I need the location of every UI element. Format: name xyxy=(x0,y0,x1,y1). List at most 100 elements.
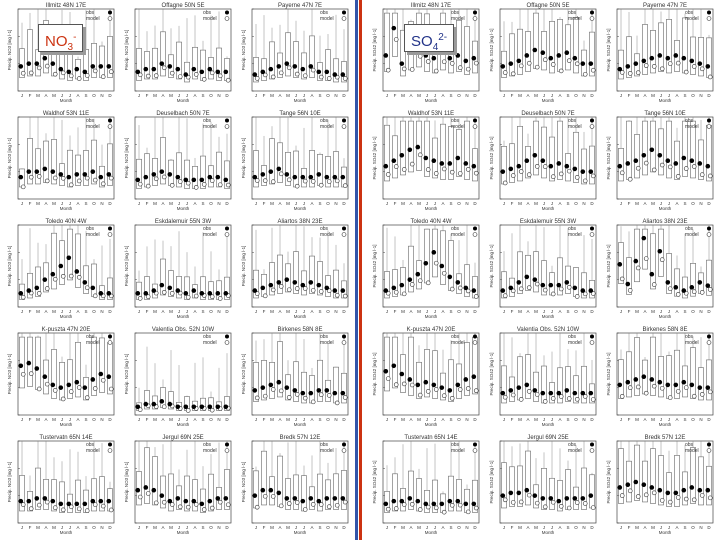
x-tick-label: D xyxy=(342,417,346,422)
obs-point xyxy=(665,490,671,496)
panel-title: Waldhof 53N 11E xyxy=(408,111,454,117)
panel: Deuselbach 50N 7EJ F M A M J J A S O N DMonthPrecip… xyxy=(489,111,597,211)
x-tick-label: M xyxy=(270,417,274,422)
legend-obs-marker xyxy=(473,118,477,123)
model-point xyxy=(558,394,564,399)
obs-point xyxy=(207,291,213,296)
obs-point xyxy=(191,177,197,183)
x-tick-label: D xyxy=(342,525,346,530)
model-point xyxy=(153,73,159,78)
obs-box xyxy=(634,337,640,396)
x-tick-label: F xyxy=(628,201,631,206)
x-tick-label: M xyxy=(635,525,639,530)
obs-point xyxy=(143,485,149,490)
x-tick-label: A xyxy=(76,309,79,314)
model-point xyxy=(635,70,641,75)
x-axis-label: Month xyxy=(659,98,672,103)
x-tick-label: M xyxy=(169,525,173,530)
x-tick-label: J xyxy=(186,201,188,206)
x-tick-label: J xyxy=(620,525,622,530)
obs-box xyxy=(706,124,712,182)
obs-box xyxy=(168,270,174,297)
legend-obs-marker xyxy=(108,442,112,447)
model-point xyxy=(100,74,106,80)
model-point xyxy=(401,502,407,507)
obs-point xyxy=(340,174,346,180)
obs-box xyxy=(400,29,406,77)
obs-point xyxy=(673,382,679,388)
model-point xyxy=(76,385,82,390)
obs-box xyxy=(549,477,555,510)
obs-point xyxy=(260,385,266,390)
obs-point xyxy=(215,404,221,410)
obs-point xyxy=(183,291,189,296)
y-axis-label: Precip. NO3 [mg l-1] xyxy=(124,246,129,287)
obs-box xyxy=(525,354,531,399)
model-point xyxy=(262,493,268,499)
x-axis-label: Month xyxy=(177,314,190,319)
legend-obs-marker xyxy=(225,10,229,15)
model-point xyxy=(20,70,26,76)
x-tick-label: F xyxy=(628,309,631,314)
obs-box xyxy=(301,475,307,512)
model-point xyxy=(84,285,90,291)
model-point xyxy=(574,175,580,180)
obs-box xyxy=(448,475,454,512)
obs-point xyxy=(447,498,453,504)
obs-box xyxy=(589,474,595,509)
obs-box xyxy=(384,491,390,513)
obs-box xyxy=(650,448,656,504)
y-axis-label: Precip. SO42 [mg l-1] xyxy=(606,244,611,287)
separator-left xyxy=(355,0,358,540)
x-tick-label: M xyxy=(417,417,421,422)
legend-obs-label: obs xyxy=(86,118,95,124)
panel-title: Bredk 57N 12E xyxy=(645,435,686,441)
obs-box xyxy=(301,371,307,404)
model-point xyxy=(534,500,540,506)
model-point xyxy=(278,70,284,76)
obs-point xyxy=(705,487,711,493)
model-point xyxy=(294,71,300,77)
obs-point xyxy=(617,262,623,267)
model-point xyxy=(574,500,580,505)
obs-point xyxy=(50,498,56,504)
x-tick-label: M xyxy=(52,93,56,98)
x-tick-label: M xyxy=(651,417,655,422)
model-point xyxy=(502,70,508,75)
obs-point xyxy=(167,401,173,407)
obs-point xyxy=(98,498,104,504)
x-tick-label: J xyxy=(426,309,428,314)
legend-obs-marker xyxy=(707,442,711,447)
obs-point xyxy=(580,169,586,174)
obs-box xyxy=(208,281,214,300)
obs-box xyxy=(277,455,283,507)
obs-box xyxy=(208,473,214,512)
x-tick-label: F xyxy=(511,417,514,422)
obs-box xyxy=(184,276,190,300)
x-tick-label: S xyxy=(318,201,321,206)
x-axis-label: Month xyxy=(60,422,73,427)
obs-box xyxy=(706,37,712,78)
x-tick-label: J xyxy=(61,201,63,206)
x-tick-label: J xyxy=(303,93,305,98)
x-tick-label: M xyxy=(169,417,173,422)
obs-point xyxy=(175,174,181,180)
obs-point xyxy=(340,72,346,77)
model-point xyxy=(92,293,98,299)
obs-point xyxy=(151,172,157,177)
y-axis-label: Precip. SO42 [mg l-1] xyxy=(489,244,494,287)
model-point xyxy=(100,181,106,187)
obs-box xyxy=(317,153,323,186)
x-tick-label: S xyxy=(566,201,569,206)
obs-point xyxy=(74,379,80,385)
obs-point xyxy=(681,155,687,161)
x-tick-label: A xyxy=(310,525,313,530)
obs-point xyxy=(391,158,397,164)
obs-point xyxy=(564,496,570,501)
x-tick-label: J xyxy=(503,201,505,206)
legend-obs-marker xyxy=(707,10,711,15)
model-point xyxy=(449,502,455,508)
x-tick-label: J xyxy=(295,93,297,98)
